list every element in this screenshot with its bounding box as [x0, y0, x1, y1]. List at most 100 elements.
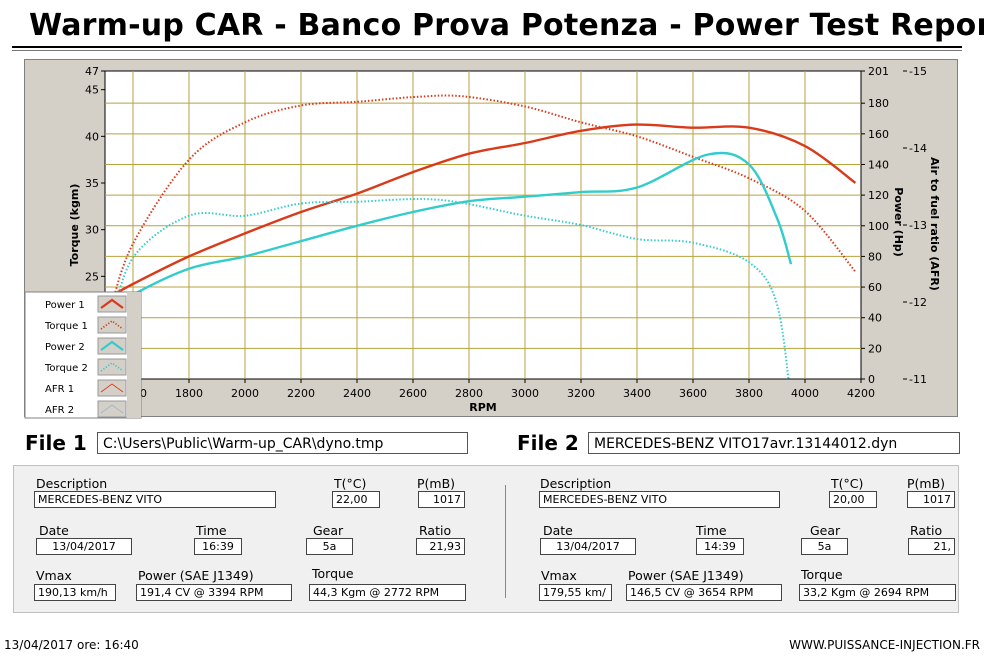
title-rule-secondary — [12, 50, 962, 51]
torque-tick-label: 40 — [85, 130, 99, 143]
run2-pressure-label: P(mB) — [907, 476, 946, 491]
run2-vmax-field: 179,55 km/ — [539, 584, 612, 601]
legend-label: AFR 1 — [45, 384, 74, 395]
run1-torque-label: Torque — [312, 566, 354, 581]
run1-description-label: Description — [36, 476, 108, 491]
x-tick-label: 3600 — [679, 387, 707, 400]
legend-swatch-box — [97, 295, 127, 313]
legend-swatch-power2 — [100, 340, 124, 351]
afr-tick-label: -15 — [909, 65, 927, 78]
run2-power-label: Power (SAE J1349) — [628, 568, 744, 583]
run1-vmax-field: 190,13 km/h — [34, 584, 116, 601]
run2-description-label: Description — [540, 476, 612, 491]
x-tick-label: 4200 — [847, 387, 875, 400]
x-tick-label: 2400 — [343, 387, 371, 400]
run1-torque-field: 44,3 Kgm @ 2772 RPM — [309, 584, 466, 601]
footer-website[interactable]: WWW.PUISSANCE-INJECTION.FR — [789, 638, 980, 652]
run1-date-label: Date — [39, 523, 69, 538]
legend-box — [24, 291, 142, 419]
run2-vmax-label: Vmax — [541, 568, 577, 583]
power-tick-label: 120 — [868, 189, 889, 202]
legend-swatch-box — [97, 316, 127, 334]
run1-temp-label: T(°C) — [334, 476, 367, 491]
run2-time-field: 14:39 — [696, 538, 744, 555]
dyno-chart: 1600180020002200240026002800300032003400… — [24, 65, 941, 419]
legend-label: Power 1 — [45, 300, 85, 311]
legend-swatch-afr2 — [100, 404, 124, 414]
run2-description-field: MERCEDES-BENZ VITO — [539, 491, 780, 508]
run2-ratio-field: 21, — [908, 538, 955, 555]
x-tick-label: 3400 — [623, 387, 651, 400]
power-tick-label: 140 — [868, 158, 889, 171]
x-tick-label: 3000 — [511, 387, 539, 400]
series-torque-2-line — [109, 198, 790, 379]
footer-timestamp: 13/04/2017 ore: 16:40 — [4, 638, 139, 652]
run1-pressure-field: 1017 — [418, 491, 465, 508]
file2-label: File 2 — [517, 431, 579, 455]
legend-swatch-box — [97, 379, 127, 397]
legend-label: Torque 2 — [44, 363, 88, 374]
legend-swatch-power1 — [100, 298, 124, 309]
power-tick-label: 20 — [868, 342, 882, 355]
run2-pressure-field: 1017 — [907, 491, 955, 508]
file1-label: File 1 — [25, 431, 87, 455]
run1-ratio-label: Ratio — [419, 523, 452, 538]
run1-temp-field: 22,00 — [332, 491, 380, 508]
legend-scroll-strip — [127, 292, 141, 418]
power-tick-label: 40 — [868, 312, 882, 325]
run1-pressure-label: P(mB) — [417, 476, 456, 491]
panel-divider — [505, 485, 506, 598]
run1-date-field: 13/04/2017 — [36, 538, 132, 555]
afr-axis-label: Air to fuel ratio (AFR) — [928, 157, 941, 291]
run1-description-field: MERCEDES-BENZ VITO — [34, 491, 276, 508]
power-tick-label: 60 — [868, 281, 882, 294]
power-tick-label: 160 — [868, 128, 889, 141]
series-power-2-line — [105, 151, 793, 316]
torque-tick-label: 35 — [85, 177, 99, 190]
x-axis-label: RPM — [469, 401, 496, 414]
run1-ratio-field: 21,93 — [416, 538, 465, 555]
run2-torque-field: 33,2 Kgm @ 2694 RPM — [799, 584, 956, 601]
run2-ratio-label: Ratio — [910, 523, 943, 538]
legend-swatch-afr1 — [100, 383, 124, 393]
power-tick-label: 201 — [868, 65, 889, 78]
file1-path[interactable]: C:\Users\Public\Warm-up_CAR\dyno.tmp — [97, 432, 468, 454]
legend-label: Power 2 — [45, 342, 85, 353]
torque-axis-label: Torque (kgm) — [68, 184, 81, 267]
title-rule — [12, 46, 962, 48]
run1-gear-field: 5a — [306, 538, 353, 555]
torque-tick-label: 45 — [85, 84, 99, 97]
run2-gear-field: 5a — [801, 538, 848, 555]
run1-power-label: Power (SAE J1349) — [138, 568, 254, 583]
run1-time-field: 16:39 — [194, 538, 242, 555]
run1-time-label: Time — [196, 523, 227, 538]
run2-torque-label: Torque — [801, 567, 843, 582]
run1-power-field: 191,4 CV @ 3394 RPM — [136, 584, 292, 601]
run2-power-field: 146,5 CV @ 3654 RPM — [626, 584, 782, 601]
legend-swatch-box — [97, 358, 127, 376]
legend-swatch-box — [97, 400, 127, 418]
power-tick-label: 80 — [868, 250, 882, 263]
x-tick-label: 2800 — [455, 387, 483, 400]
run2-date-field: 13/04/2017 — [540, 538, 636, 555]
x-tick-label: 2000 — [231, 387, 259, 400]
run2-time-label: Time — [696, 523, 727, 538]
x-tick-label: 2600 — [399, 387, 427, 400]
series-power-1-line — [105, 123, 857, 301]
x-tick-label: 1800 — [175, 387, 203, 400]
power-tick-label: 0 — [868, 373, 875, 386]
run2-temp-field: 20,00 — [829, 491, 877, 508]
power-tick-label: 180 — [868, 97, 889, 110]
x-tick-label: 4000 — [791, 387, 819, 400]
legend-swatch-box — [97, 337, 127, 355]
torque-tick-label: 30 — [85, 224, 99, 237]
afr-tick-label: -12 — [909, 296, 927, 309]
x-tick-label: 3800 — [735, 387, 763, 400]
report-title: Warm-up CAR - Banco Prova Potenza - Powe… — [29, 8, 984, 43]
run1-vmax-label: Vmax — [36, 568, 72, 583]
x-tick-label: 2200 — [287, 387, 315, 400]
run2-gear-label: Gear — [810, 523, 841, 538]
file2-path[interactable]: MERCEDES-BENZ VITO17avr.13144012.dyn — [588, 432, 960, 454]
power-axis-label: Power (Hp) — [892, 187, 905, 257]
run2-date-label: Date — [543, 523, 573, 538]
